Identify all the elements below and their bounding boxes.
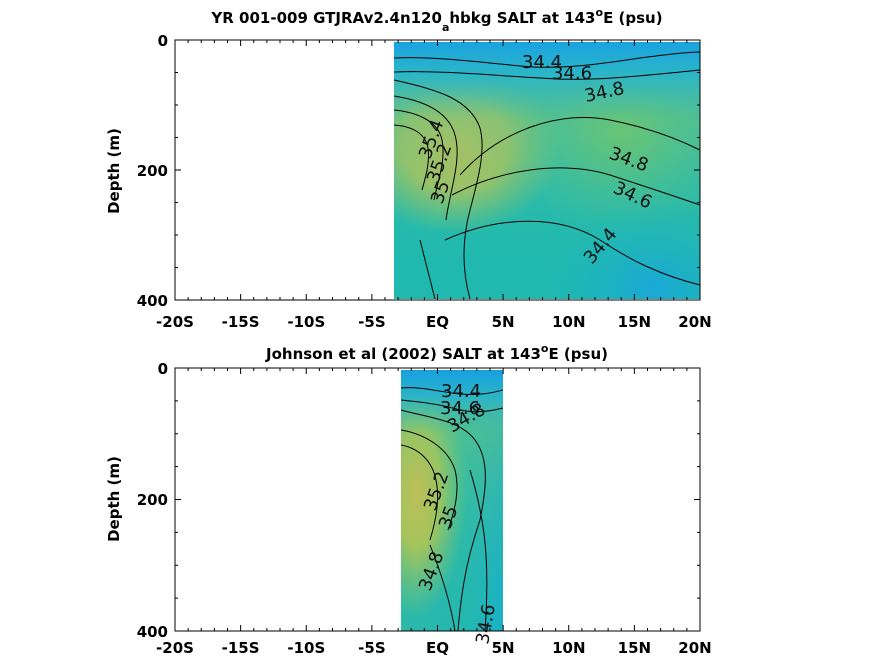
x-tick-label: -15S <box>222 313 260 331</box>
x-tick-label: -20S <box>156 639 194 656</box>
top-contour-labels: 34.4 34.6 34.8 35.4 35.2 35 34.8 34.6 34… <box>415 52 655 268</box>
x-tick-label: -10S <box>287 639 325 656</box>
x-tick-label: -15S <box>222 639 260 656</box>
x-tick-label: 20N <box>678 313 711 331</box>
bottom-ylabel: Depth (m) <box>105 456 123 542</box>
x-tick-label: -20S <box>156 313 194 331</box>
bottom-heatmap <box>401 370 503 631</box>
y-tick-label: 0 <box>158 360 168 378</box>
bottom-x-ticks: -20S -15S -10S -5S EQ 5N 10N 15N 20N <box>156 639 712 656</box>
bottom-y-ticks: 0 200 400 <box>137 360 168 641</box>
x-tick-label: 5N <box>492 639 515 656</box>
contour-label: 34.4 <box>441 381 481 402</box>
y-tick-label: 400 <box>137 292 168 310</box>
x-tick-label: -10S <box>287 313 325 331</box>
bottom-title: Johnson et al (2002) SALT at 143oE (psu) <box>265 342 608 363</box>
contour-label: 34.6 <box>440 398 480 419</box>
top-title: YR 001-009 GTJRAv2.4n120ahbkg SALT at 14… <box>210 6 662 34</box>
contour-label: 34.6 <box>552 63 592 84</box>
y-tick-label: 0 <box>158 32 168 50</box>
y-tick-label: 400 <box>137 623 168 641</box>
bottom-contours <box>400 387 504 632</box>
top-heatmap <box>394 42 700 299</box>
x-tick-label: EQ <box>426 313 449 331</box>
contour-label: 34.4 <box>522 52 562 73</box>
panel-top: YR 001-009 GTJRAv2.4n120ahbkg SALT at 14… <box>105 6 712 331</box>
top-y-ticks: 0 200 400 <box>137 32 168 310</box>
x-tick-label: EQ <box>426 639 449 656</box>
x-tick-label: 5N <box>492 313 515 331</box>
top-ticks <box>174 39 701 301</box>
x-tick-label: 15N <box>618 313 651 331</box>
x-tick-label: 10N <box>552 639 585 656</box>
top-ylabel: Depth (m) <box>105 128 123 214</box>
top-contours <box>393 51 701 300</box>
x-tick-label: -5S <box>358 639 385 656</box>
x-tick-label: 10N <box>552 313 585 331</box>
y-tick-label: 200 <box>137 491 168 509</box>
x-tick-label: -5S <box>358 313 385 331</box>
bottom-ticks <box>174 367 701 632</box>
top-x-ticks: -20S -15S -10S -5S EQ 5N 10N 15N 20N <box>156 313 712 331</box>
y-tick-label: 200 <box>137 162 168 180</box>
x-tick-label: 20N <box>678 639 711 656</box>
x-tick-label: 15N <box>618 639 651 656</box>
panel-bottom: Johnson et al (2002) SALT at 143oE (psu)… <box>105 342 712 656</box>
